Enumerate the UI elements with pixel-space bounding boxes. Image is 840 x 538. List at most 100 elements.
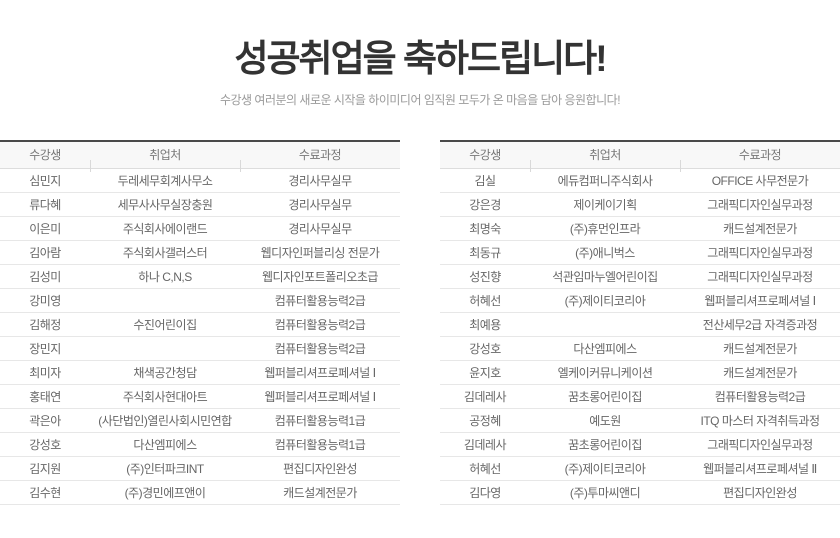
course-cell: 편집디자인완성 (680, 480, 840, 505)
table-row: 김데레사 꿈초롱어린이집 컴퓨터활용능력2급 (440, 384, 840, 409)
table-row: 강성호 다산엠피에스 컴퓨터활용능력1급 (0, 432, 400, 457)
column-header: 수료과정 (240, 141, 400, 171)
table-row: 강은경 제이케이기획 그래픽디자인실무과정 (440, 192, 840, 217)
hero-section: 성공취업을 축하드립니다! 수강생 여러분의 새로운 시작을 하이미디어 임직원… (0, 0, 840, 108)
table-row: 김성미 하나 C,N,S 웹디자인포트폴리오초급 (0, 264, 400, 289)
student-name-cell: 김실 (440, 168, 530, 193)
column-header: 취업처 (530, 141, 680, 171)
student-name-cell: 김해정 (0, 312, 90, 337)
table-row: 김수현 (주)경민에프앤이 캐드설계전문가 (0, 480, 400, 505)
company-cell: 주식회사에이랜드 (90, 216, 240, 241)
student-name-cell: 곽은아 (0, 408, 90, 433)
course-cell: 경리사무실무 (240, 168, 400, 193)
table-row: 장민지 컴퓨터활용능력2급 (0, 336, 400, 361)
course-cell: 경리사무실무 (240, 216, 400, 241)
course-cell: 컴퓨터활용능력2급 (240, 336, 400, 361)
table-row: 허혜선 (주)제이티코리아 웹퍼블리셔프로페셔널 Ⅰ (440, 288, 840, 313)
course-cell: 그래픽디자인실무과정 (680, 264, 840, 289)
table-row: 최미자 채색공간청담 웹퍼블리셔프로페셔널 Ⅰ (0, 360, 400, 385)
course-cell: 그래픽디자인실무과정 (680, 192, 840, 217)
column-header: 수강생 (440, 141, 530, 169)
student-name-cell: 윤지호 (440, 360, 530, 385)
company-cell: 에듀컴퍼니주식회사 (530, 168, 680, 193)
student-name-cell: 김성미 (0, 264, 90, 289)
table-row: 이은미 주식회사에이랜드 경리사무실무 (0, 216, 400, 241)
student-name-cell: 김데레사 (440, 384, 530, 409)
course-cell: 웹퍼블리셔프로페셔널 Ⅰ (240, 384, 400, 409)
table-row: 공정혜 예도원 ITQ 마스터 자격취득과정 (440, 408, 840, 433)
course-cell: 웹디자인포트폴리오초급 (240, 264, 400, 289)
table-row: 최명숙 (주)휴먼인프라 캐드설계전문가 (440, 216, 840, 241)
student-name-cell: 김수현 (0, 480, 90, 505)
table-row: 류다혜 세무사사무실장충원 경리사무실무 (0, 192, 400, 217)
student-name-cell: 강성호 (0, 432, 90, 457)
course-cell: 캐드설계전문가 (680, 216, 840, 241)
course-cell: 컴퓨터활용능력2급 (240, 288, 400, 313)
company-cell: 엘케이커뮤니케이션 (530, 360, 680, 385)
employment-table-right: 수강생 취업처 수료과정 김실 에듀컴퍼니주식회사 OFFICE 사무전문가 강은경 제이케… (440, 140, 840, 505)
course-cell: 컴퓨터활용능력2급 (240, 312, 400, 337)
student-name-cell: 최명숙 (440, 216, 530, 241)
student-name-cell: 장민지 (0, 336, 90, 361)
student-name-cell: 허혜선 (440, 456, 530, 481)
course-cell: 웹퍼블리셔프로페셔널 Ⅰ (240, 360, 400, 385)
student-name-cell: 류다혜 (0, 192, 90, 217)
table-row: 윤지호 엘케이커뮤니케이션 캐드설계전문가 (440, 360, 840, 385)
student-name-cell: 최미자 (0, 360, 90, 385)
course-cell: ITQ 마스터 자격취득과정 (680, 408, 840, 433)
company-cell: 채색공간청담 (90, 360, 240, 385)
student-name-cell: 허혜선 (440, 288, 530, 313)
student-name-cell: 김다영 (440, 480, 530, 505)
table-row: 최동규 (주)애니벅스 그래픽디자인실무과정 (440, 240, 840, 265)
table-row: 강미영 컴퓨터활용능력2급 (0, 288, 400, 313)
column-header: 수료과정 (680, 141, 840, 171)
company-cell: (주)인터파크INT (90, 456, 240, 481)
student-name-cell: 이은미 (0, 216, 90, 241)
company-cell: 하나 C,N,S (90, 264, 240, 289)
table-row: 심민지 두레세무회계사무소 경리사무실무 (0, 168, 400, 193)
table-row: 김지원 (주)인터파크INT 편집디자인완성 (0, 456, 400, 481)
company-cell: 석관임마누엘어린이집 (530, 264, 680, 289)
company-cell: (사단법인)열린사회시민연합 (90, 408, 240, 433)
student-name-cell: 최동규 (440, 240, 530, 265)
student-name-cell: 김지원 (0, 456, 90, 481)
page-title: 성공취업을 축하드립니다! (234, 38, 607, 79)
company-cell (530, 312, 680, 337)
course-cell: 웹퍼블리셔프로페셔널 Ⅱ (680, 456, 840, 481)
student-name-cell: 심민지 (0, 168, 90, 193)
course-cell: 전산세무2급 자격증과정 (680, 312, 840, 337)
company-cell: 꿈초롱어린이집 (530, 384, 680, 409)
student-name-cell: 강미영 (0, 288, 90, 313)
employment-tables: 수강생 취업처 수료과정 심민지 두레세무회계사무소 경리사무실무 류다혜 세무사사무실장충… (0, 140, 840, 505)
company-cell: (주)휴먼인프라 (530, 216, 680, 241)
company-cell: (주)애니벅스 (530, 240, 680, 265)
company-cell: (주)경민에프앤이 (90, 480, 240, 505)
table-row: 김다영 (주)투마씨앤디 편집디자인완성 (440, 480, 840, 505)
company-cell: 두레세무회계사무소 (90, 168, 240, 193)
table-row: 김아람 주식회사갤러스터 웹디자인퍼블리싱 전문가 (0, 240, 400, 265)
company-cell: (주)제이티코리아 (530, 456, 680, 481)
company-cell: 주식회사갤러스터 (90, 240, 240, 265)
course-cell: 캐드설계전문가 (680, 360, 840, 385)
course-cell: 그래픽디자인실무과정 (680, 240, 840, 265)
company-cell: 예도원 (530, 408, 680, 433)
table-row: 허혜선 (주)제이티코리아 웹퍼블리셔프로페셔널 Ⅱ (440, 456, 840, 481)
course-cell: OFFICE 사무전문가 (680, 168, 840, 193)
table-row: 김해정 수진어린이집 컴퓨터활용능력2급 (0, 312, 400, 337)
student-name-cell: 강은경 (440, 192, 530, 217)
course-cell: 웹디자인퍼블리싱 전문가 (240, 240, 400, 265)
table-row: 최예용 전산세무2급 자격증과정 (440, 312, 840, 337)
student-name-cell: 공정혜 (440, 408, 530, 433)
student-name-cell: 성진향 (440, 264, 530, 289)
column-header: 취업처 (90, 141, 240, 171)
employment-table-left: 수강생 취업처 수료과정 심민지 두레세무회계사무소 경리사무실무 류다혜 세무사사무실장충… (0, 140, 400, 505)
table-row: 성진향 석관임마누엘어린이집 그래픽디자인실무과정 (440, 264, 840, 289)
company-cell: (주)제이티코리아 (530, 288, 680, 313)
course-cell: 컴퓨터활용능력1급 (240, 408, 400, 433)
course-cell: 웹퍼블리셔프로페셔널 Ⅰ (680, 288, 840, 313)
student-name-cell: 김아람 (0, 240, 90, 265)
company-cell: 꿈초롱어린이집 (530, 432, 680, 457)
student-name-cell: 홍태연 (0, 384, 90, 409)
column-header: 수강생 (0, 141, 90, 169)
